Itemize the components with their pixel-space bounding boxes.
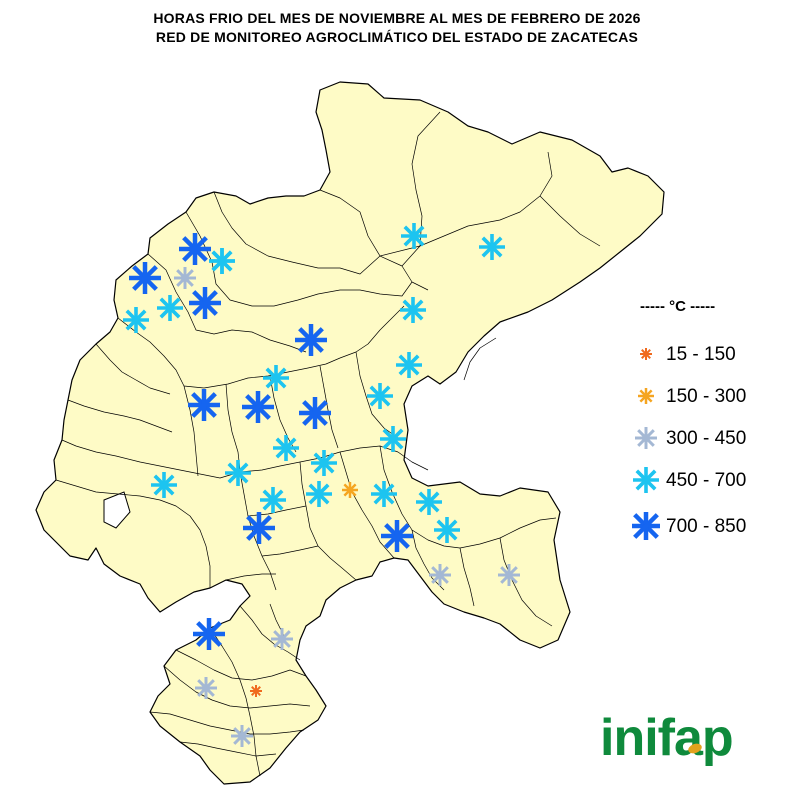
station-marker (260, 487, 286, 513)
map-title: HORAS FRIO DEL MES DE NOVIEMBRE AL MES D… (153, 10, 641, 26)
legend-label: 450 - 700 (666, 470, 747, 491)
legend-marker (632, 512, 660, 540)
legend-marker (640, 348, 652, 360)
station-marker (123, 307, 149, 333)
inifap-logo: inifap (600, 708, 734, 768)
legend-label: 15 - 150 (666, 344, 736, 365)
station-marker (263, 365, 289, 391)
station-marker (416, 489, 442, 515)
large-asterisk-icon (633, 467, 659, 493)
station-marker (401, 223, 427, 249)
cutout-southwest (103, 491, 131, 529)
legend-label: 700 - 850 (666, 516, 747, 537)
state-outline (35, 81, 665, 785)
station-marker (179, 233, 211, 265)
station-marker (434, 517, 460, 543)
station-marker (242, 391, 274, 423)
station-markers (123, 223, 520, 747)
station-marker (271, 628, 293, 650)
legend-title: ----- °C ----- (640, 298, 716, 315)
station-marker (151, 472, 177, 498)
station-marker (243, 512, 275, 544)
station-marker (311, 450, 337, 476)
logo-text-right: ap (674, 709, 734, 767)
station-marker (429, 564, 451, 586)
station-marker (225, 460, 251, 486)
station-marker (193, 618, 225, 650)
logo-f-glyph: f (657, 709, 675, 767)
municipal-borders (55, 111, 601, 777)
logo-text-left: ini (600, 709, 659, 767)
station-marker (306, 481, 332, 507)
station-marker (295, 324, 327, 356)
station-marker (209, 248, 235, 274)
legend-marker (638, 388, 654, 404)
small-asterisk-icon (640, 348, 652, 360)
station-marker (371, 481, 397, 507)
xlarge-asterisk-icon (632, 512, 660, 540)
station-marker (188, 389, 220, 421)
station-marker (129, 262, 161, 294)
station-marker (299, 397, 331, 429)
station-marker (396, 352, 422, 378)
small-asterisk-icon (638, 388, 654, 404)
station-marker (498, 564, 520, 586)
legend-marker (635, 427, 657, 449)
station-marker (174, 267, 196, 289)
station-marker (367, 383, 393, 409)
legend-marker (633, 467, 659, 493)
station-marker (189, 287, 221, 319)
station-marker (273, 435, 299, 461)
station-marker (381, 520, 413, 552)
station-marker (157, 295, 183, 321)
map-subtitle: RED DE MONITOREO AGROCLIMÁTICO DEL ESTAD… (155, 29, 639, 45)
station-marker (231, 725, 253, 747)
medium-asterisk-icon (635, 427, 657, 449)
station-marker (342, 482, 358, 498)
station-marker (479, 234, 505, 260)
station-marker (195, 677, 217, 699)
station-marker (250, 685, 262, 697)
legend-label: 150 - 300 (666, 386, 747, 407)
legend-label: 300 - 450 (666, 428, 747, 449)
station-marker (400, 297, 426, 323)
state-land (35, 81, 665, 785)
station-marker (380, 426, 406, 452)
